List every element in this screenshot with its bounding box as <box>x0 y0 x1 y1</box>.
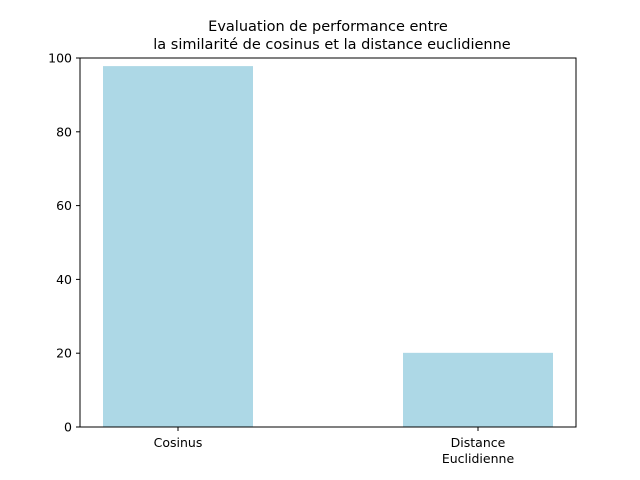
y-tick-label-0: 0 <box>64 420 72 435</box>
chart-title-line-2: la similarité de cosinus et la distance … <box>153 37 511 53</box>
y-tick-label-60: 60 <box>56 198 72 213</box>
bar-2 <box>403 352 553 427</box>
y-tick-label-20: 20 <box>56 346 72 361</box>
plot-frame <box>79 57 577 428</box>
bars-group <box>103 66 553 428</box>
x-tick-label-2-line-2: Euclidienne <box>442 451 515 466</box>
y-tick-label-80: 80 <box>56 124 72 139</box>
chart-title-line-1: Evaluation de performance entre <box>208 19 448 35</box>
bar-1 <box>103 66 253 428</box>
y-tick-label-100: 100 <box>48 51 72 66</box>
y-tick-label-40: 40 <box>56 272 72 287</box>
x-tick-label-1-line-1: Cosinus <box>154 435 203 450</box>
y-axis: 0 20 40 60 80 100 <box>48 51 80 435</box>
x-tick-label-2-line-1: Distance <box>451 435 506 450</box>
